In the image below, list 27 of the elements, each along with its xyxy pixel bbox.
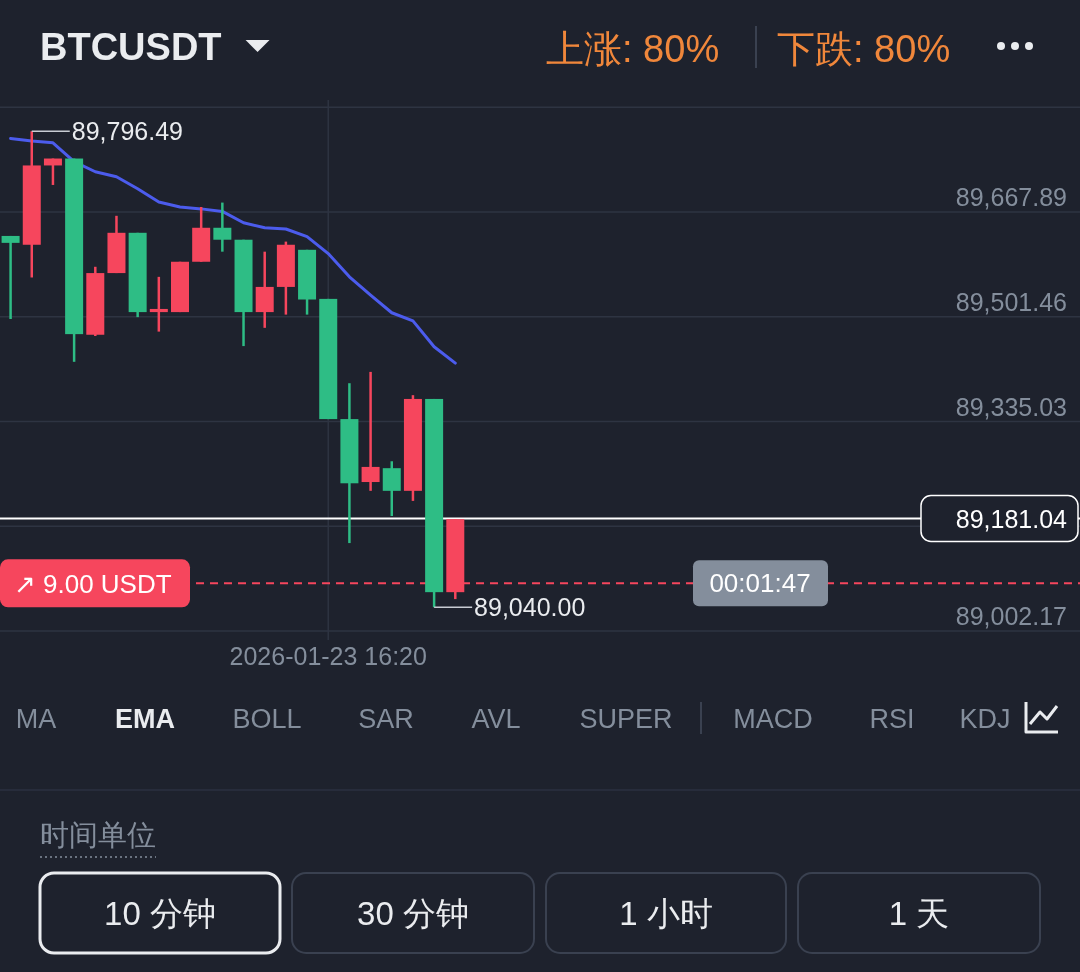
- annotation: 89,040.00: [474, 593, 586, 622]
- text: SAR: [358, 704, 414, 734]
- text: RSI: [869, 704, 915, 734]
- ref-line-label: 89,181.04: [955, 504, 1068, 533]
- annotation: ↗ 9.00 USDT: [14, 569, 172, 600]
- chart-title: BTCUSDT: [40, 26, 222, 68]
- text: 1 天: [888, 895, 950, 932]
- y-tick-label: 89,335.03: [955, 392, 1067, 421]
- text: MA: [15, 704, 57, 734]
- y-tick-label: 89,501.46: [955, 287, 1067, 316]
- text: 下跌: 80%: [777, 28, 951, 70]
- y-tick-label: 89,002.17: [955, 602, 1067, 631]
- y-tick-label: 89,667.89: [955, 183, 1067, 212]
- text: 10 分钟: [104, 895, 216, 932]
- text: AVL: [471, 704, 521, 734]
- text: 30 分钟: [357, 895, 469, 932]
- text: SUPER: [579, 704, 673, 734]
- text: 1 小时: [619, 895, 713, 932]
- annotation: 00:01:47: [709, 568, 811, 599]
- text: MACD: [733, 704, 813, 734]
- text: 时间单位: [40, 819, 156, 851]
- text: EMA: [115, 704, 175, 734]
- text: KDJ: [959, 704, 1011, 734]
- annotation: 89,796.49: [71, 117, 183, 146]
- x-tick-label: 2026-01-23 16:20: [229, 642, 427, 670]
- text: 上涨: 80%: [546, 28, 720, 70]
- text: BOLL: [232, 704, 302, 734]
